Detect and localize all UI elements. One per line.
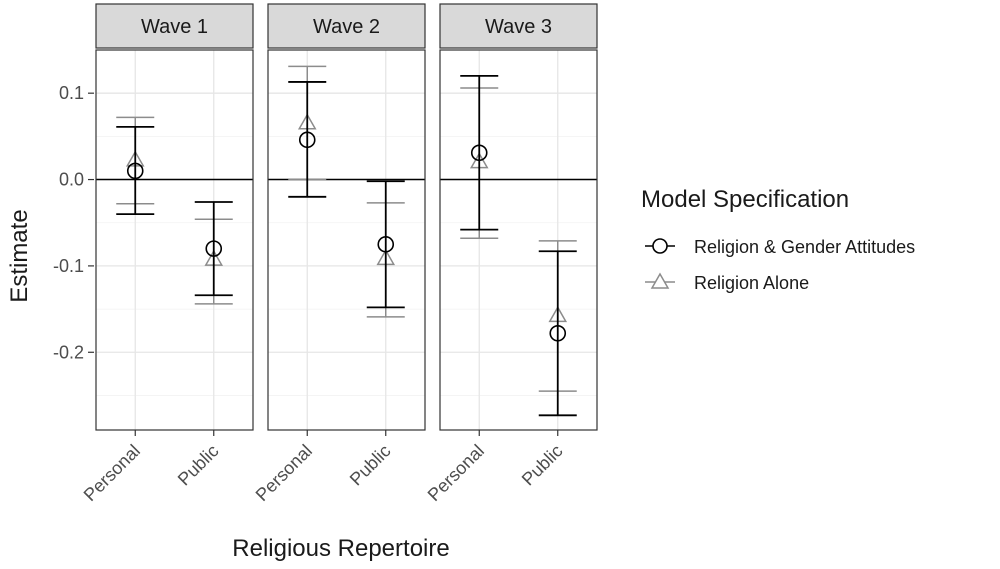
y-tick-label-0-1: -0.1 <box>53 256 84 276</box>
point-religion-gender-attitudes-public <box>205 240 223 257</box>
point-religion-gender-attitudes-personal <box>298 131 316 149</box>
panel-background <box>96 50 253 430</box>
y-tick-label-0-2: -0.2 <box>53 342 84 362</box>
facet-strip <box>439 3 598 49</box>
x-axis-title: Religious Repertoire <box>232 535 449 562</box>
facet-label-wave-2: Wave 2 <box>313 16 380 38</box>
x-tick-label-public: Public <box>174 441 223 490</box>
x-tick-label-public: Public <box>518 441 567 490</box>
x-tick-label-public: Public <box>346 441 395 490</box>
y-axis-title: Estimate <box>6 209 33 302</box>
legend-circle-marker <box>652 238 668 254</box>
panel-wave-3: Wave 3 Personal Public <box>424 3 598 505</box>
facet-label-wave-3: Wave 3 <box>485 16 552 38</box>
point-religion-gender-attitudes-personal <box>126 162 144 180</box>
facet-panels: Wave 1 Personal Public Wave 2 Personal Public… <box>80 3 598 505</box>
panel-border <box>95 49 254 431</box>
x-tick-label-personal: Personal <box>80 441 144 505</box>
legend-item-religion-gender-attitudes: Religion & Gender Attitudes <box>645 237 915 257</box>
x-tick-label-personal: Personal <box>252 441 316 505</box>
point-religion-gender-attitudes-personal <box>470 144 488 162</box>
panel-background <box>440 50 597 430</box>
y-axis: 0.1 0.0 -0.1 -0.2 <box>53 83 94 362</box>
legend-label: Religion Alone <box>694 273 809 293</box>
panel-background <box>268 50 425 430</box>
point-religion-gender-attitudes-public <box>549 324 567 342</box>
panel-wave-1: Wave 1 Personal Public <box>80 3 254 505</box>
facet-label-wave-1: Wave 1 <box>141 16 208 38</box>
facet-strip <box>95 3 254 49</box>
y-tick-label-0-0: 0.0 <box>59 170 84 190</box>
panel-border <box>439 49 598 431</box>
legend-title: Model Specification <box>641 186 849 213</box>
legend-item-religion-alone: Religion Alone <box>645 272 809 293</box>
x-tick-label-personal: Personal <box>424 441 488 505</box>
facet-strip <box>267 3 426 49</box>
y-tick-label-0-1: 0.1 <box>59 83 84 103</box>
legend: Model Specification Religion & Gender At… <box>641 186 915 293</box>
point-religion-gender-attitudes-public <box>377 236 395 253</box>
legend-label: Religion & Gender Attitudes <box>694 237 915 257</box>
panel-border <box>267 49 426 431</box>
panel-wave-2: Wave 2 Personal Public <box>252 3 426 505</box>
legend-triangle-marker <box>650 272 670 289</box>
